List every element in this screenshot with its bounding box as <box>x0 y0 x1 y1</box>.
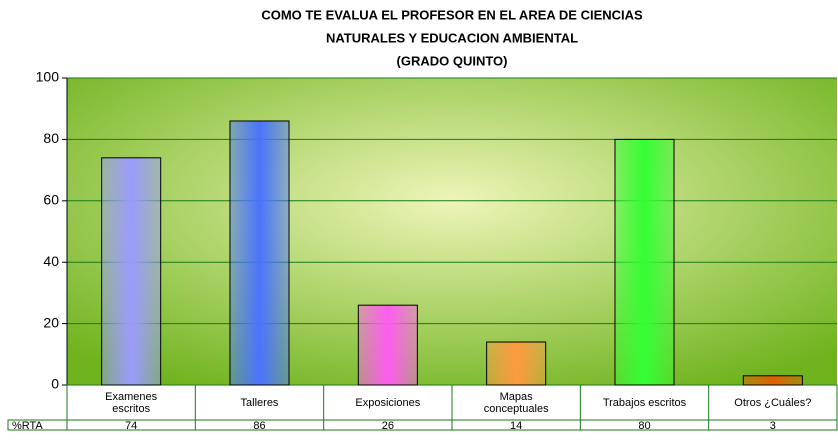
bar <box>742 375 803 386</box>
table-value: 26 <box>382 420 394 432</box>
table-value: 74 <box>125 420 137 432</box>
y-tick-label: 0 <box>51 376 59 392</box>
x-tick-label: Talleres <box>240 396 279 409</box>
bar <box>357 304 418 386</box>
x-tick-label: Examenes escritos <box>105 390 158 415</box>
y-tick-label: 80 <box>43 130 59 146</box>
y-tick-label: 60 <box>43 192 59 208</box>
x-tick-label-box: Trabajos escritos <box>602 396 687 409</box>
y-tick-label: 20 <box>43 314 59 330</box>
x-tick-label: Exposiciones <box>355 396 421 409</box>
plot-area <box>67 78 837 385</box>
x-tick-label-box: Exposiciones <box>355 396 421 409</box>
table-data-row <box>7 419 838 431</box>
chart-title: COMO TE EVALUA EL PROFESOR EN EL AREA DE… <box>261 7 643 22</box>
bar <box>486 341 547 386</box>
x-tick-label-box: Mapas conceptuales <box>483 390 549 415</box>
table-value: 3 <box>770 420 776 432</box>
bar <box>614 138 675 386</box>
x-tick-label-box: Examenes escritos <box>105 390 158 415</box>
x-tick-label-box: Otros ¿Cuáles? <box>734 396 812 409</box>
table-value: 80 <box>638 420 650 432</box>
table-value: 14 <box>510 420 522 432</box>
y-tick-label: 40 <box>43 253 59 269</box>
bar <box>101 157 162 386</box>
x-tick-label-box: Talleres <box>240 396 279 409</box>
table-value: 86 <box>253 420 265 432</box>
x-tick-label: Mapas conceptuales <box>483 390 549 415</box>
legend-label: %RTA <box>12 420 43 432</box>
chart-title: (GRADO QUINTO) <box>397 53 508 68</box>
bar <box>229 120 290 386</box>
x-tick-label: Otros ¿Cuáles? <box>734 396 812 409</box>
x-tick-label: Trabajos escritos <box>602 396 687 409</box>
chart-title: NATURALES Y EDUCACION AMBIENTAL <box>326 30 578 45</box>
y-tick-label: 100 <box>36 69 60 85</box>
